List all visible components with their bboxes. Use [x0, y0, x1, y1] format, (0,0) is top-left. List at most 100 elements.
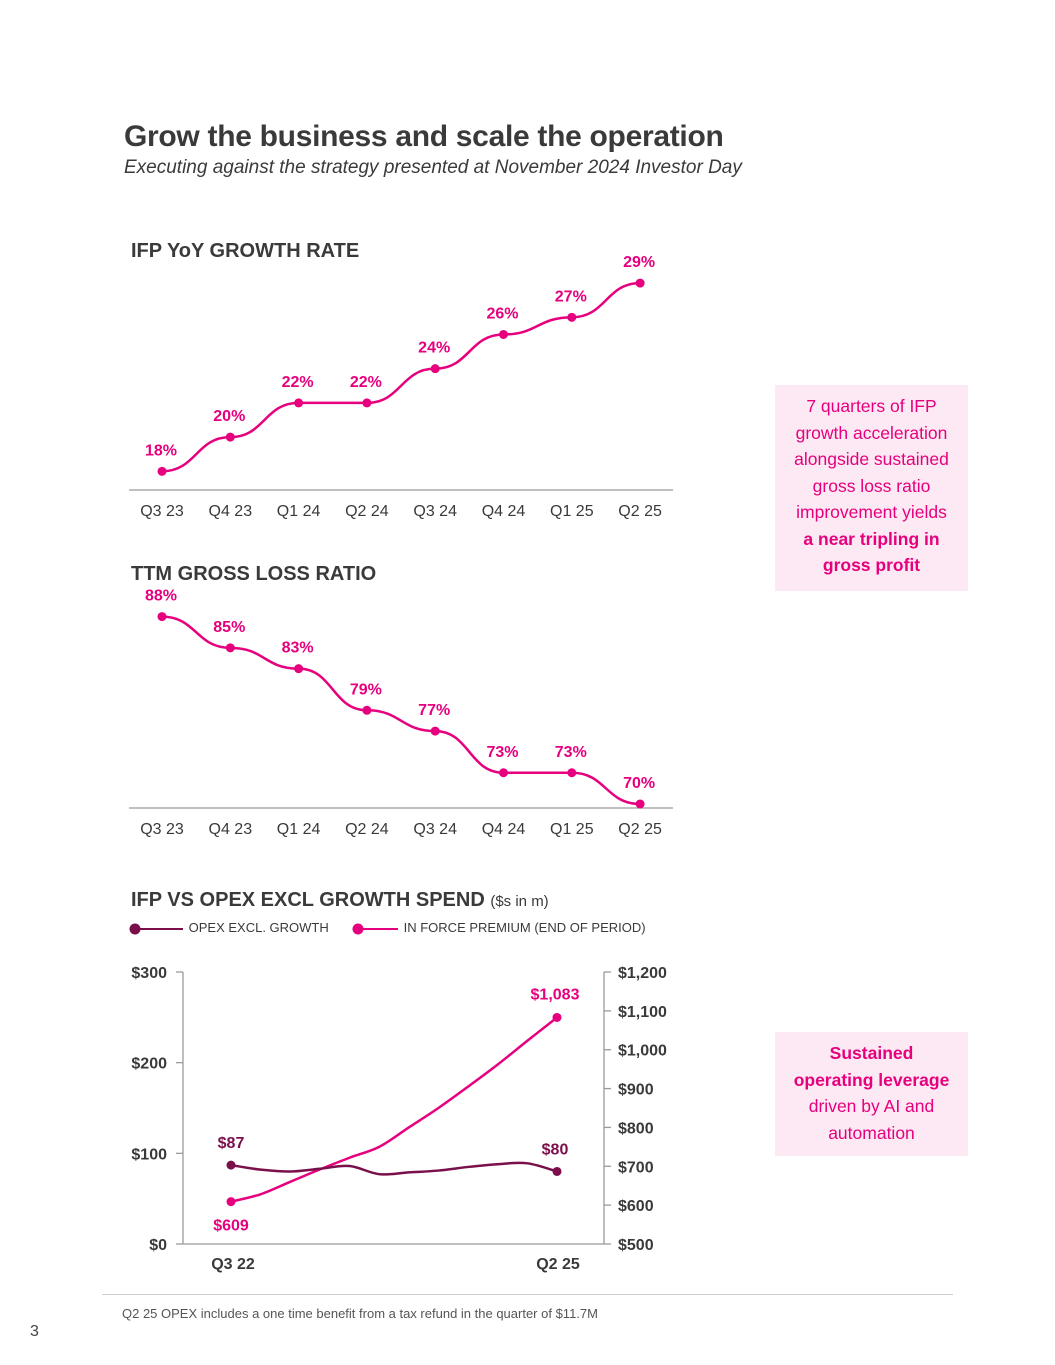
- opex-point-first: [226, 1160, 236, 1170]
- left-tick-label-0: $0: [149, 1237, 167, 1254]
- loss-point-7: [635, 799, 645, 809]
- ifp-opex-title-unit: ($s in m): [490, 893, 549, 910]
- loss-data-label-0: 88%: [145, 588, 177, 605]
- loss-data-label-1: 85%: [213, 619, 245, 636]
- legend-ifp-marker: [352, 923, 398, 935]
- loss-x-tick-6: Q1 25: [550, 821, 594, 838]
- right-tick-label-7: $1,200: [618, 965, 667, 982]
- ifp-series-line: [230, 1016, 558, 1203]
- right-tick-label-1: $600: [618, 1198, 654, 1215]
- right-tick-label-4: $900: [618, 1082, 654, 1099]
- callout1-line6: a near tripling in: [803, 528, 940, 549]
- ifp-label-last: $1,083: [531, 986, 580, 1003]
- loss-point-5: [499, 768, 508, 778]
- x-tick-last: Q2 25: [536, 1256, 580, 1273]
- ifp-point-last: [552, 1012, 562, 1022]
- growth-data-label-3: 22%: [350, 374, 382, 391]
- growth-data-label-6: 27%: [555, 288, 587, 305]
- loss-data-label-7: 70%: [623, 775, 655, 792]
- growth-point-1: [225, 432, 235, 442]
- growth-point-4: [430, 364, 440, 374]
- legend-opex-label: OPEX EXCL. GROWTH: [188, 920, 329, 935]
- loss-point-1: [225, 643, 235, 653]
- loss-x-tick-2: Q1 24: [277, 821, 321, 838]
- growth-point-6: [567, 312, 577, 322]
- left-tick-label-3: $300: [131, 965, 167, 982]
- loss-point-3: [362, 705, 372, 715]
- ifp-opex-title-text: IFP VS OPEX EXCL GROWTH SPEND: [131, 889, 485, 911]
- ifp-label-first: $609: [213, 1218, 249, 1235]
- page-subtitle: Executing against the strategy presented…: [124, 157, 742, 178]
- loss-ratio-chart-title: TTM GROSS LOSS RATIO: [131, 563, 377, 585]
- legend-ifp: IN FORCE PREMIUM (END OF PERIOD): [352, 920, 646, 937]
- right-tick-label-3: $800: [618, 1120, 654, 1137]
- growth-x-tick-7: Q2 25: [618, 503, 662, 520]
- callout1-line3: alongside sustained: [794, 449, 949, 469]
- growth-x-tick-0: Q3 23: [140, 503, 184, 520]
- callout2-line1: Sustained: [829, 1043, 914, 1063]
- ifp-opex-chart-title: IFP VS OPEX EXCL GROWTH SPEND ($s in m): [131, 889, 549, 912]
- page-number: 3: [30, 1323, 39, 1340]
- growth-x-tick-4: Q3 24: [413, 503, 457, 520]
- callout1-line1: 7 quarters of IFP: [806, 396, 937, 416]
- growth-data-label-0: 18%: [145, 442, 177, 459]
- loss-point-4: [430, 726, 440, 736]
- growth-x-tick-3: Q2 24: [345, 503, 389, 520]
- loss-x-tick-4: Q3 24: [413, 821, 457, 838]
- growth-data-label-7: 29%: [623, 254, 655, 271]
- growth-point-3: [362, 398, 372, 408]
- callout2-line3: driven by AI and: [808, 1096, 935, 1116]
- loss-x-tick-1: Q4 23: [209, 821, 253, 838]
- right-tick-label-0: $500: [618, 1237, 654, 1254]
- growth-x-tick-2: Q1 24: [277, 503, 321, 520]
- right-tick-label-6: $1,100: [618, 1004, 667, 1021]
- callout1-line5: improvement yields: [796, 502, 947, 522]
- callout-ifp-growth: 7 quarters of IFP growth acceleration al…: [775, 385, 968, 591]
- loss-x-tick-3: Q2 24: [345, 821, 389, 838]
- loss-point-0: [157, 612, 167, 622]
- growth-series-line: [161, 281, 641, 473]
- callout1-line7: gross profit: [822, 555, 921, 575]
- right-tick-label-5: $1,000: [618, 1043, 667, 1060]
- growth-x-tick-1: Q4 23: [209, 503, 253, 520]
- loss-point-2: [294, 664, 304, 674]
- left-tick-label-2: $200: [131, 1056, 167, 1073]
- loss-data-label-6: 73%: [555, 744, 587, 761]
- opex-label-last: $80: [542, 1141, 569, 1158]
- x-tick-first: Q3 22: [211, 1256, 255, 1273]
- legend-opex: OPEX EXCL. GROWTH: [129, 920, 329, 937]
- footnote: Q2 25 OPEX includes a one time benefit f…: [122, 1306, 598, 1321]
- growth-point-2: [294, 398, 304, 408]
- page-title: Grow the business and scale the operatio…: [124, 120, 724, 153]
- legend-opex-marker: [129, 923, 183, 935]
- footnote-divider: [102, 1294, 953, 1295]
- ifp-point-first: [226, 1197, 236, 1207]
- loss-data-label-2: 83%: [282, 640, 314, 657]
- loss-point-6: [567, 768, 577, 778]
- opex-series-line: [230, 1161, 558, 1176]
- growth-point-7: [635, 278, 645, 288]
- growth-data-label-2: 22%: [282, 374, 314, 391]
- callout1-line2: growth acceleration: [795, 422, 948, 443]
- growth-data-label-4: 24%: [418, 340, 450, 357]
- growth-data-label-5: 26%: [486, 305, 518, 322]
- callout1-line4: gross loss ratio: [812, 475, 931, 496]
- right-tick-label-2: $700: [618, 1159, 654, 1176]
- loss-data-label-5: 73%: [486, 744, 518, 761]
- loss-data-label-3: 79%: [350, 681, 382, 698]
- loss-x-tick-7: Q2 25: [618, 821, 662, 838]
- callout2-line2: operating leverage: [793, 1069, 950, 1090]
- opex-point-last: [552, 1166, 562, 1176]
- growth-x-tick-5: Q4 24: [482, 503, 526, 520]
- legend-ifp-label: IN FORCE PREMIUM (END OF PERIOD): [403, 920, 646, 935]
- growth-data-label-1: 20%: [213, 408, 245, 425]
- left-tick-label-1: $100: [131, 1146, 167, 1163]
- loss-x-tick-0: Q3 23: [140, 821, 184, 838]
- loss-data-label-4: 77%: [418, 702, 450, 719]
- growth-x-tick-6: Q1 25: [550, 503, 594, 520]
- opex-label-first: $87: [218, 1135, 245, 1152]
- growth-point-0: [157, 466, 167, 476]
- callout-operating-leverage: Sustained operating leverage driven by A…: [775, 1032, 968, 1156]
